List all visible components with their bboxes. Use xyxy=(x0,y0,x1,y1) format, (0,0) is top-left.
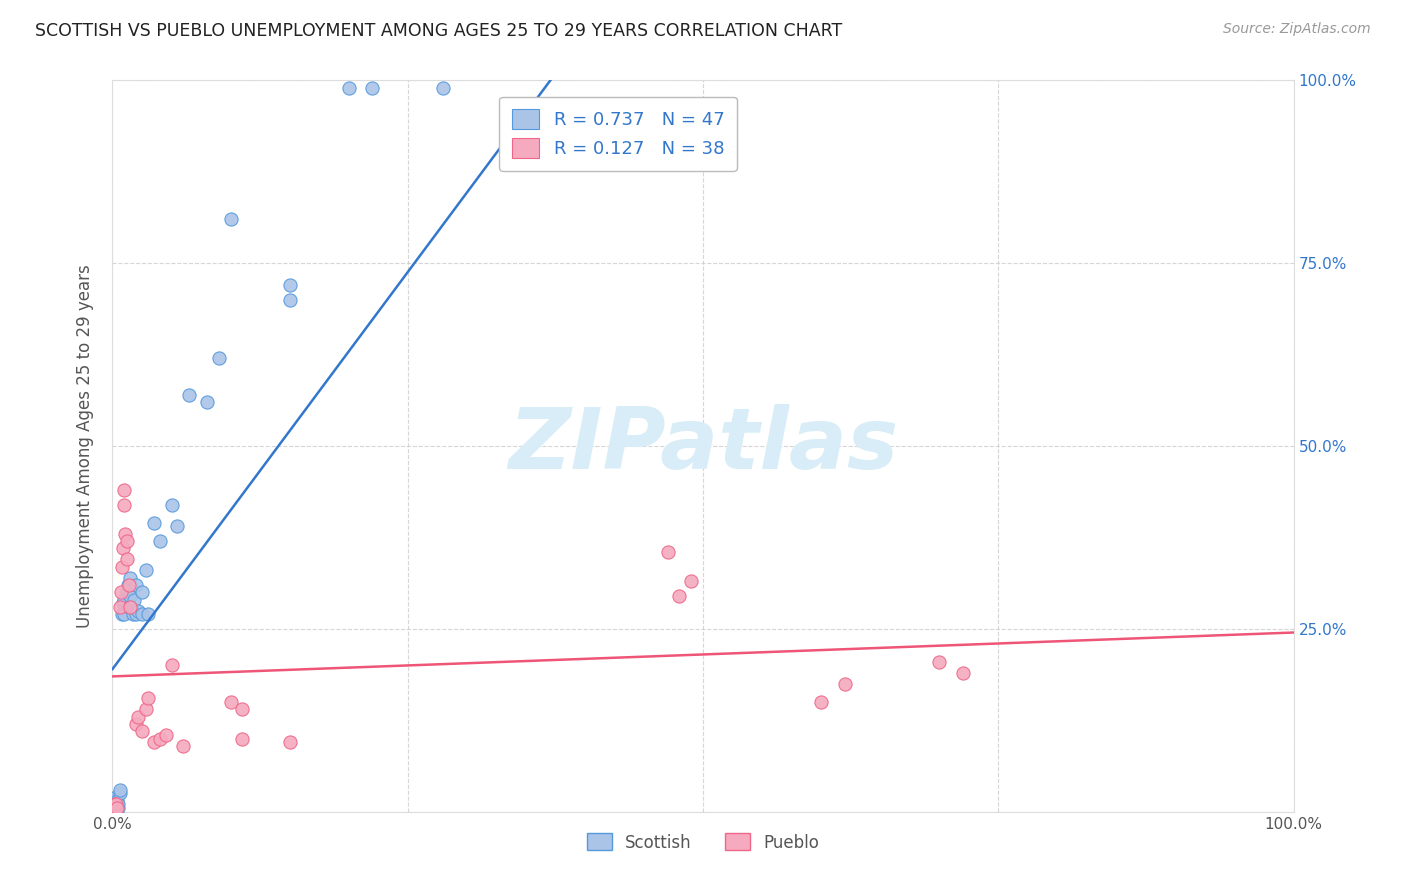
Point xyxy=(135,702,157,716)
Point xyxy=(105,798,128,813)
Point xyxy=(115,534,138,549)
Point xyxy=(122,592,145,607)
Point xyxy=(952,665,974,680)
Point xyxy=(104,794,127,808)
Point xyxy=(127,709,149,723)
Legend: Scottish, Pueblo: Scottish, Pueblo xyxy=(581,827,825,858)
Point xyxy=(681,574,703,589)
Point xyxy=(110,585,132,599)
Point xyxy=(107,801,129,815)
Point xyxy=(105,797,128,812)
Point xyxy=(337,80,360,95)
Point xyxy=(834,676,856,690)
Point xyxy=(121,607,143,622)
Point xyxy=(112,592,135,607)
Point xyxy=(172,739,194,753)
Point xyxy=(657,545,679,559)
Point xyxy=(131,607,153,622)
Point xyxy=(231,702,253,716)
Point xyxy=(127,603,149,617)
Point xyxy=(111,559,134,574)
Point xyxy=(108,787,131,801)
Point xyxy=(118,599,141,614)
Point xyxy=(125,607,148,622)
Point xyxy=(104,797,127,812)
Point xyxy=(103,801,125,815)
Point xyxy=(104,798,127,813)
Point xyxy=(114,526,136,541)
Point xyxy=(108,599,131,614)
Point xyxy=(120,589,142,603)
Point xyxy=(928,655,950,669)
Point xyxy=(105,790,128,805)
Point xyxy=(120,599,142,614)
Point xyxy=(136,691,159,706)
Point xyxy=(160,498,183,512)
Point xyxy=(120,599,142,614)
Point xyxy=(105,801,128,815)
Point xyxy=(103,801,125,815)
Point xyxy=(179,388,201,402)
Point xyxy=(115,552,138,566)
Point xyxy=(118,578,141,592)
Point xyxy=(668,589,690,603)
Point xyxy=(231,731,253,746)
Point xyxy=(361,80,384,95)
Point xyxy=(125,578,148,592)
Point xyxy=(155,728,177,742)
Point xyxy=(112,607,135,622)
Point xyxy=(219,212,242,227)
Point xyxy=(115,585,138,599)
Point xyxy=(112,596,135,610)
Point xyxy=(149,534,172,549)
Point xyxy=(112,541,135,556)
Point xyxy=(278,293,301,307)
Point xyxy=(149,731,172,746)
Point xyxy=(120,571,142,585)
Point xyxy=(125,717,148,731)
Point xyxy=(208,351,231,366)
Point xyxy=(135,563,157,577)
Point xyxy=(432,80,454,95)
Point xyxy=(104,797,127,812)
Y-axis label: Unemployment Among Ages 25 to 29 years: Unemployment Among Ages 25 to 29 years xyxy=(76,264,94,628)
Point xyxy=(107,797,129,812)
Point xyxy=(111,607,134,622)
Point xyxy=(131,585,153,599)
Text: SCOTTISH VS PUEBLO UNEMPLOYMENT AMONG AGES 25 TO 29 YEARS CORRELATION CHART: SCOTTISH VS PUEBLO UNEMPLOYMENT AMONG AG… xyxy=(35,22,842,40)
Point xyxy=(160,658,183,673)
Point xyxy=(112,498,135,512)
Point xyxy=(105,801,128,815)
Point xyxy=(810,695,832,709)
Point xyxy=(105,794,128,808)
Point xyxy=(131,724,153,739)
Point xyxy=(105,797,128,812)
Text: Source: ZipAtlas.com: Source: ZipAtlas.com xyxy=(1223,22,1371,37)
Point xyxy=(117,578,139,592)
Point xyxy=(166,519,188,533)
Point xyxy=(195,395,218,409)
Point xyxy=(142,735,165,749)
Text: ZIPatlas: ZIPatlas xyxy=(508,404,898,488)
Point xyxy=(278,735,301,749)
Point xyxy=(105,801,128,815)
Point xyxy=(108,782,131,797)
Point xyxy=(136,607,159,622)
Point xyxy=(278,278,301,293)
Point xyxy=(142,516,165,530)
Point xyxy=(104,801,127,815)
Point xyxy=(219,695,242,709)
Point xyxy=(112,483,135,497)
Point xyxy=(103,796,125,810)
Point xyxy=(103,798,125,813)
